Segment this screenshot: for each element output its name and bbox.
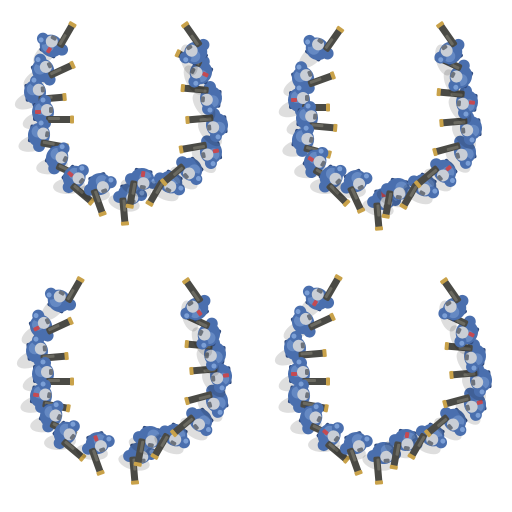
- soldier-unit: [449, 363, 493, 402]
- soldier-unit: [439, 111, 483, 150]
- soldier-unit: [160, 156, 204, 190]
- soldier-unit: [286, 101, 338, 136]
- soldier-unit: [434, 21, 465, 76]
- soldier-unit: [308, 422, 351, 464]
- soldier-unit: [436, 84, 479, 124]
- frame-1-canvas: [14, 21, 229, 226]
- soldier-unit: [298, 25, 345, 69]
- soldier-unit: [440, 309, 480, 355]
- soldier-unit: [294, 146, 340, 187]
- soldier-unit: [179, 21, 210, 76]
- soldier-unit: [424, 407, 468, 441]
- soldier-unit: [334, 431, 373, 476]
- soldier-unit: [414, 158, 458, 192]
- soldier-unit: [120, 167, 159, 209]
- soldier-unit: [185, 108, 229, 147]
- frame-3-canvas: [16, 276, 233, 485]
- soldier-unit: [438, 277, 469, 332]
- soldier-unit: [180, 277, 211, 332]
- soldier-unit: [170, 407, 214, 441]
- frame-3: [0, 256, 256, 512]
- soldier-unit: [310, 164, 351, 207]
- frame-2: [256, 0, 512, 256]
- soldier-unit: [432, 135, 477, 173]
- soldier-unit: [128, 425, 167, 467]
- frame-4: [256, 256, 512, 512]
- soldier-unit: [145, 169, 186, 207]
- soldier-unit: [41, 276, 85, 321]
- soldier-unit: [444, 338, 487, 378]
- frame-4-canvas: [274, 274, 493, 485]
- soldier-unit: [178, 135, 223, 174]
- soldier-unit: [362, 441, 402, 485]
- soldier-unit: [44, 420, 87, 462]
- soldier-unit: [21, 309, 74, 345]
- soldier-unit: [434, 53, 474, 99]
- soldier-unit: [442, 387, 487, 425]
- soldier-unit: [180, 80, 223, 120]
- soldier-unit: [30, 400, 78, 439]
- frame-2-canvas: [278, 21, 483, 231]
- soldier-unit: [78, 172, 117, 217]
- soldier-unit: [22, 95, 74, 130]
- soldier-unit: [334, 168, 373, 214]
- soldier-unit: [290, 402, 338, 441]
- frame-1: [0, 0, 256, 256]
- soldier-unit: [76, 431, 115, 476]
- soldier-unit: [53, 164, 96, 206]
